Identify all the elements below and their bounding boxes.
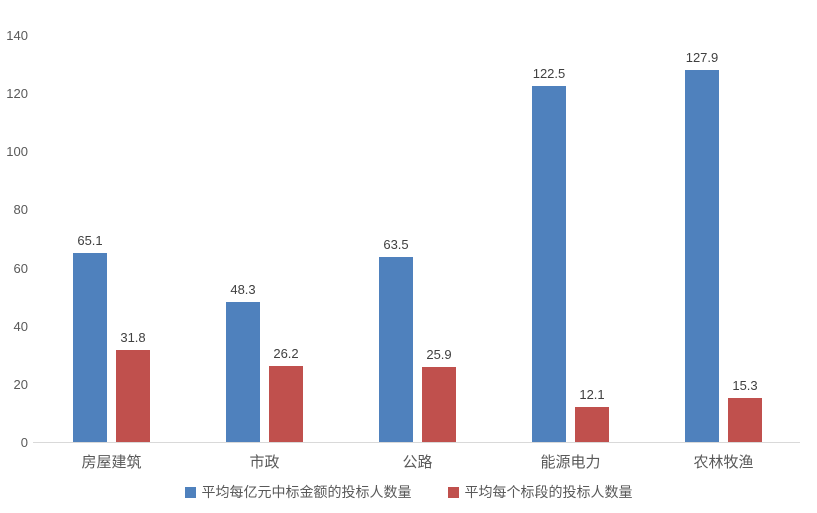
- category-label: 市政: [249, 454, 280, 471]
- legend-swatch-icon: [447, 486, 459, 498]
- y-tick-label: 140: [6, 28, 28, 43]
- legend-item: 平均每个标段的投标人数量: [447, 482, 633, 502]
- value-label: 25.9: [426, 346, 452, 362]
- y-tick-label: 20: [13, 376, 28, 392]
- bar-wrap: 31.8: [116, 330, 150, 442]
- bar-group: 48.3 26.2: [188, 35, 341, 442]
- category-labels: 房屋建筑 市政 公路 能源电力 农林牧渔: [35, 451, 800, 472]
- bar-wrap: 48.3: [226, 282, 260, 442]
- value-label: 12.1: [579, 386, 605, 402]
- bar-wrap: 15.3: [728, 378, 762, 442]
- y-tick-label: 80: [13, 202, 28, 218]
- legend: 平均每亿元中标金额的投标人数量 平均每个标段的投标人数量: [0, 482, 817, 502]
- legend-item: 平均每亿元中标金额的投标人数量: [184, 482, 412, 502]
- bar-series-1: [379, 257, 413, 442]
- bar-series-2: [422, 366, 456, 442]
- bar-wrap: 26.2: [269, 346, 303, 442]
- bar-series-2: [728, 397, 762, 442]
- category-label: 能源电力: [540, 454, 601, 471]
- bar-wrap: 25.9: [422, 347, 456, 442]
- value-label: 15.3: [732, 377, 758, 393]
- bar-wrap: 12.1: [575, 387, 609, 442]
- bar-series-2: [575, 406, 609, 442]
- y-tick-label: 100: [6, 144, 28, 160]
- bar-group: 122.5 12.1: [494, 35, 647, 442]
- value-label: 31.8: [120, 329, 146, 345]
- y-axis: 0 20 40 60 80 100 120 140: [0, 28, 30, 450]
- bar-wrap: 65.1: [73, 233, 107, 442]
- y-tick-label: 60: [13, 260, 28, 276]
- value-label: 48.3: [230, 281, 256, 297]
- category-label: 房屋建筑: [81, 454, 142, 471]
- category-label: 农林牧渔: [693, 454, 754, 471]
- value-label: 127.9: [685, 50, 719, 66]
- value-label: 65.1: [77, 232, 103, 248]
- bar-group: 127.9 15.3: [647, 35, 800, 442]
- value-label: 26.2: [273, 345, 299, 361]
- x-axis-line: [33, 442, 800, 443]
- legend-swatch-icon: [184, 486, 196, 498]
- plot-area: 65.1 31.8 48.3 26.2 63.5 25.9 122.5 12.1 127.9 15…: [33, 35, 800, 513]
- bar-series-2: [116, 349, 150, 442]
- y-tick-label: 0: [20, 435, 28, 450]
- bar-series-2: [269, 365, 303, 442]
- bar-wrap: 63.5: [379, 237, 413, 442]
- bar-group: 63.5 25.9: [341, 35, 494, 442]
- bar-groups: 65.1 31.8 48.3 26.2 63.5 25.9 122.5 12.1 127.9 15…: [35, 35, 800, 442]
- legend-label: 平均每亿元中标金额的投标人数量: [201, 484, 412, 500]
- bar-group: 65.1 31.8: [35, 35, 188, 442]
- bar-series-1: [73, 252, 107, 442]
- bar-series-1: [226, 301, 260, 442]
- y-tick-label: 120: [6, 86, 28, 102]
- value-label: 122.5: [532, 65, 566, 81]
- bar-series-1: [685, 70, 719, 442]
- bar-wrap: 127.9: [685, 50, 719, 442]
- y-tick-label: 40: [13, 318, 28, 334]
- value-label: 63.5: [383, 237, 409, 253]
- bar-series-1: [532, 85, 566, 442]
- category-label: 公路: [402, 454, 433, 471]
- legend-label: 平均每个标段的投标人数量: [464, 484, 633, 500]
- bar-wrap: 122.5: [532, 66, 566, 442]
